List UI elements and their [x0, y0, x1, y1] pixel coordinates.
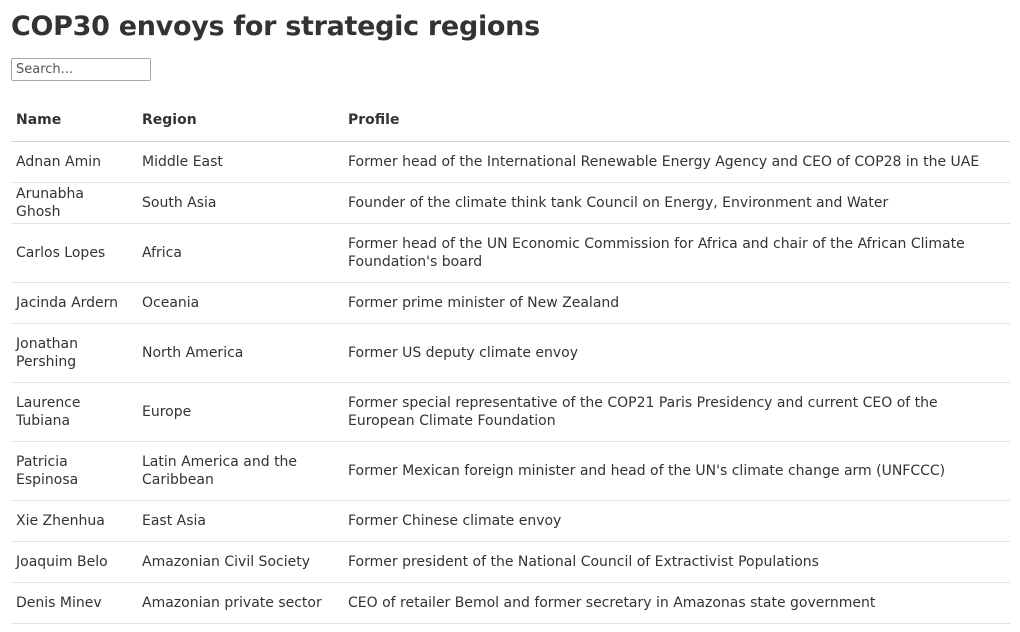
cell-region: East Asia [137, 500, 343, 542]
cell-name: Denis Minev [11, 582, 137, 624]
cell-region: Europe [137, 382, 343, 442]
cell-profile: Former head of the International Renewab… [343, 141, 1010, 183]
cell-name: Patricia Espinosa [11, 441, 137, 501]
table-row: Jacinda Ardern Oceania Former prime mini… [11, 282, 1010, 324]
cell-name: Laurence Tubiana [11, 382, 137, 442]
cell-name: Adnan Amin [11, 141, 137, 183]
cell-name: Jacinda Ardern [11, 282, 137, 324]
cell-region: Oceania [137, 282, 343, 324]
page-title: COP30 envoys for strategic regions [11, 11, 540, 42]
table-row: Patricia Espinosa Latin America and the … [11, 441, 1010, 501]
column-header-name[interactable]: Name [11, 99, 137, 142]
cell-region: Middle East [137, 141, 343, 183]
cell-region: North America [137, 323, 343, 383]
cell-profile: CEO of retailer Bemol and former secreta… [343, 582, 1010, 624]
cell-profile: Former special representative of the COP… [343, 382, 1010, 442]
cell-profile: Former president of the National Council… [343, 541, 1010, 583]
table-row: Jonathan Pershing North America Former U… [11, 323, 1010, 383]
table-row: Denis Minev Amazonian private sector CEO… [11, 582, 1010, 624]
table-header-row: Name Region Profile [11, 99, 1010, 142]
search-input[interactable] [11, 58, 151, 81]
table-row: Xie Zhenhua East Asia Former Chinese cli… [11, 500, 1010, 542]
cell-name: Xie Zhenhua [11, 500, 137, 542]
cell-profile: Former prime minister of New Zealand [343, 282, 1010, 324]
column-header-region[interactable]: Region [137, 99, 343, 142]
envoys-table: Name Region Profile Adnan Amin Middle Ea… [11, 99, 1010, 624]
cell-name: Arunabha Ghosh [11, 182, 137, 224]
table-row: Arunabha Ghosh South Asia Founder of the… [11, 182, 1010, 224]
cell-region: Amazonian private sector [137, 582, 343, 624]
cell-profile: Former Chinese climate envoy [343, 500, 1010, 542]
cell-region: Latin America and the Caribbean [137, 441, 343, 501]
cell-profile: Founder of the climate think tank Counci… [343, 182, 1010, 224]
table-row: Carlos Lopes Africa Former head of the U… [11, 223, 1010, 283]
column-header-profile[interactable]: Profile [343, 99, 1010, 142]
cell-profile: Former US deputy climate envoy [343, 323, 1010, 383]
cell-name: Carlos Lopes [11, 223, 137, 283]
table-row: Adnan Amin Middle East Former head of th… [11, 141, 1010, 183]
cell-profile: Former Mexican foreign minister and head… [343, 441, 1010, 501]
cell-region: Africa [137, 223, 343, 283]
table-row: Laurence Tubiana Europe Former special r… [11, 382, 1010, 442]
cell-region: Amazonian Civil Society [137, 541, 343, 583]
cell-region: South Asia [137, 182, 343, 224]
cell-name: Joaquim Belo [11, 541, 137, 583]
cell-name: Jonathan Pershing [11, 323, 137, 383]
table-row: Joaquim Belo Amazonian Civil Society For… [11, 541, 1010, 583]
cell-profile: Former head of the UN Economic Commissio… [343, 223, 1010, 283]
